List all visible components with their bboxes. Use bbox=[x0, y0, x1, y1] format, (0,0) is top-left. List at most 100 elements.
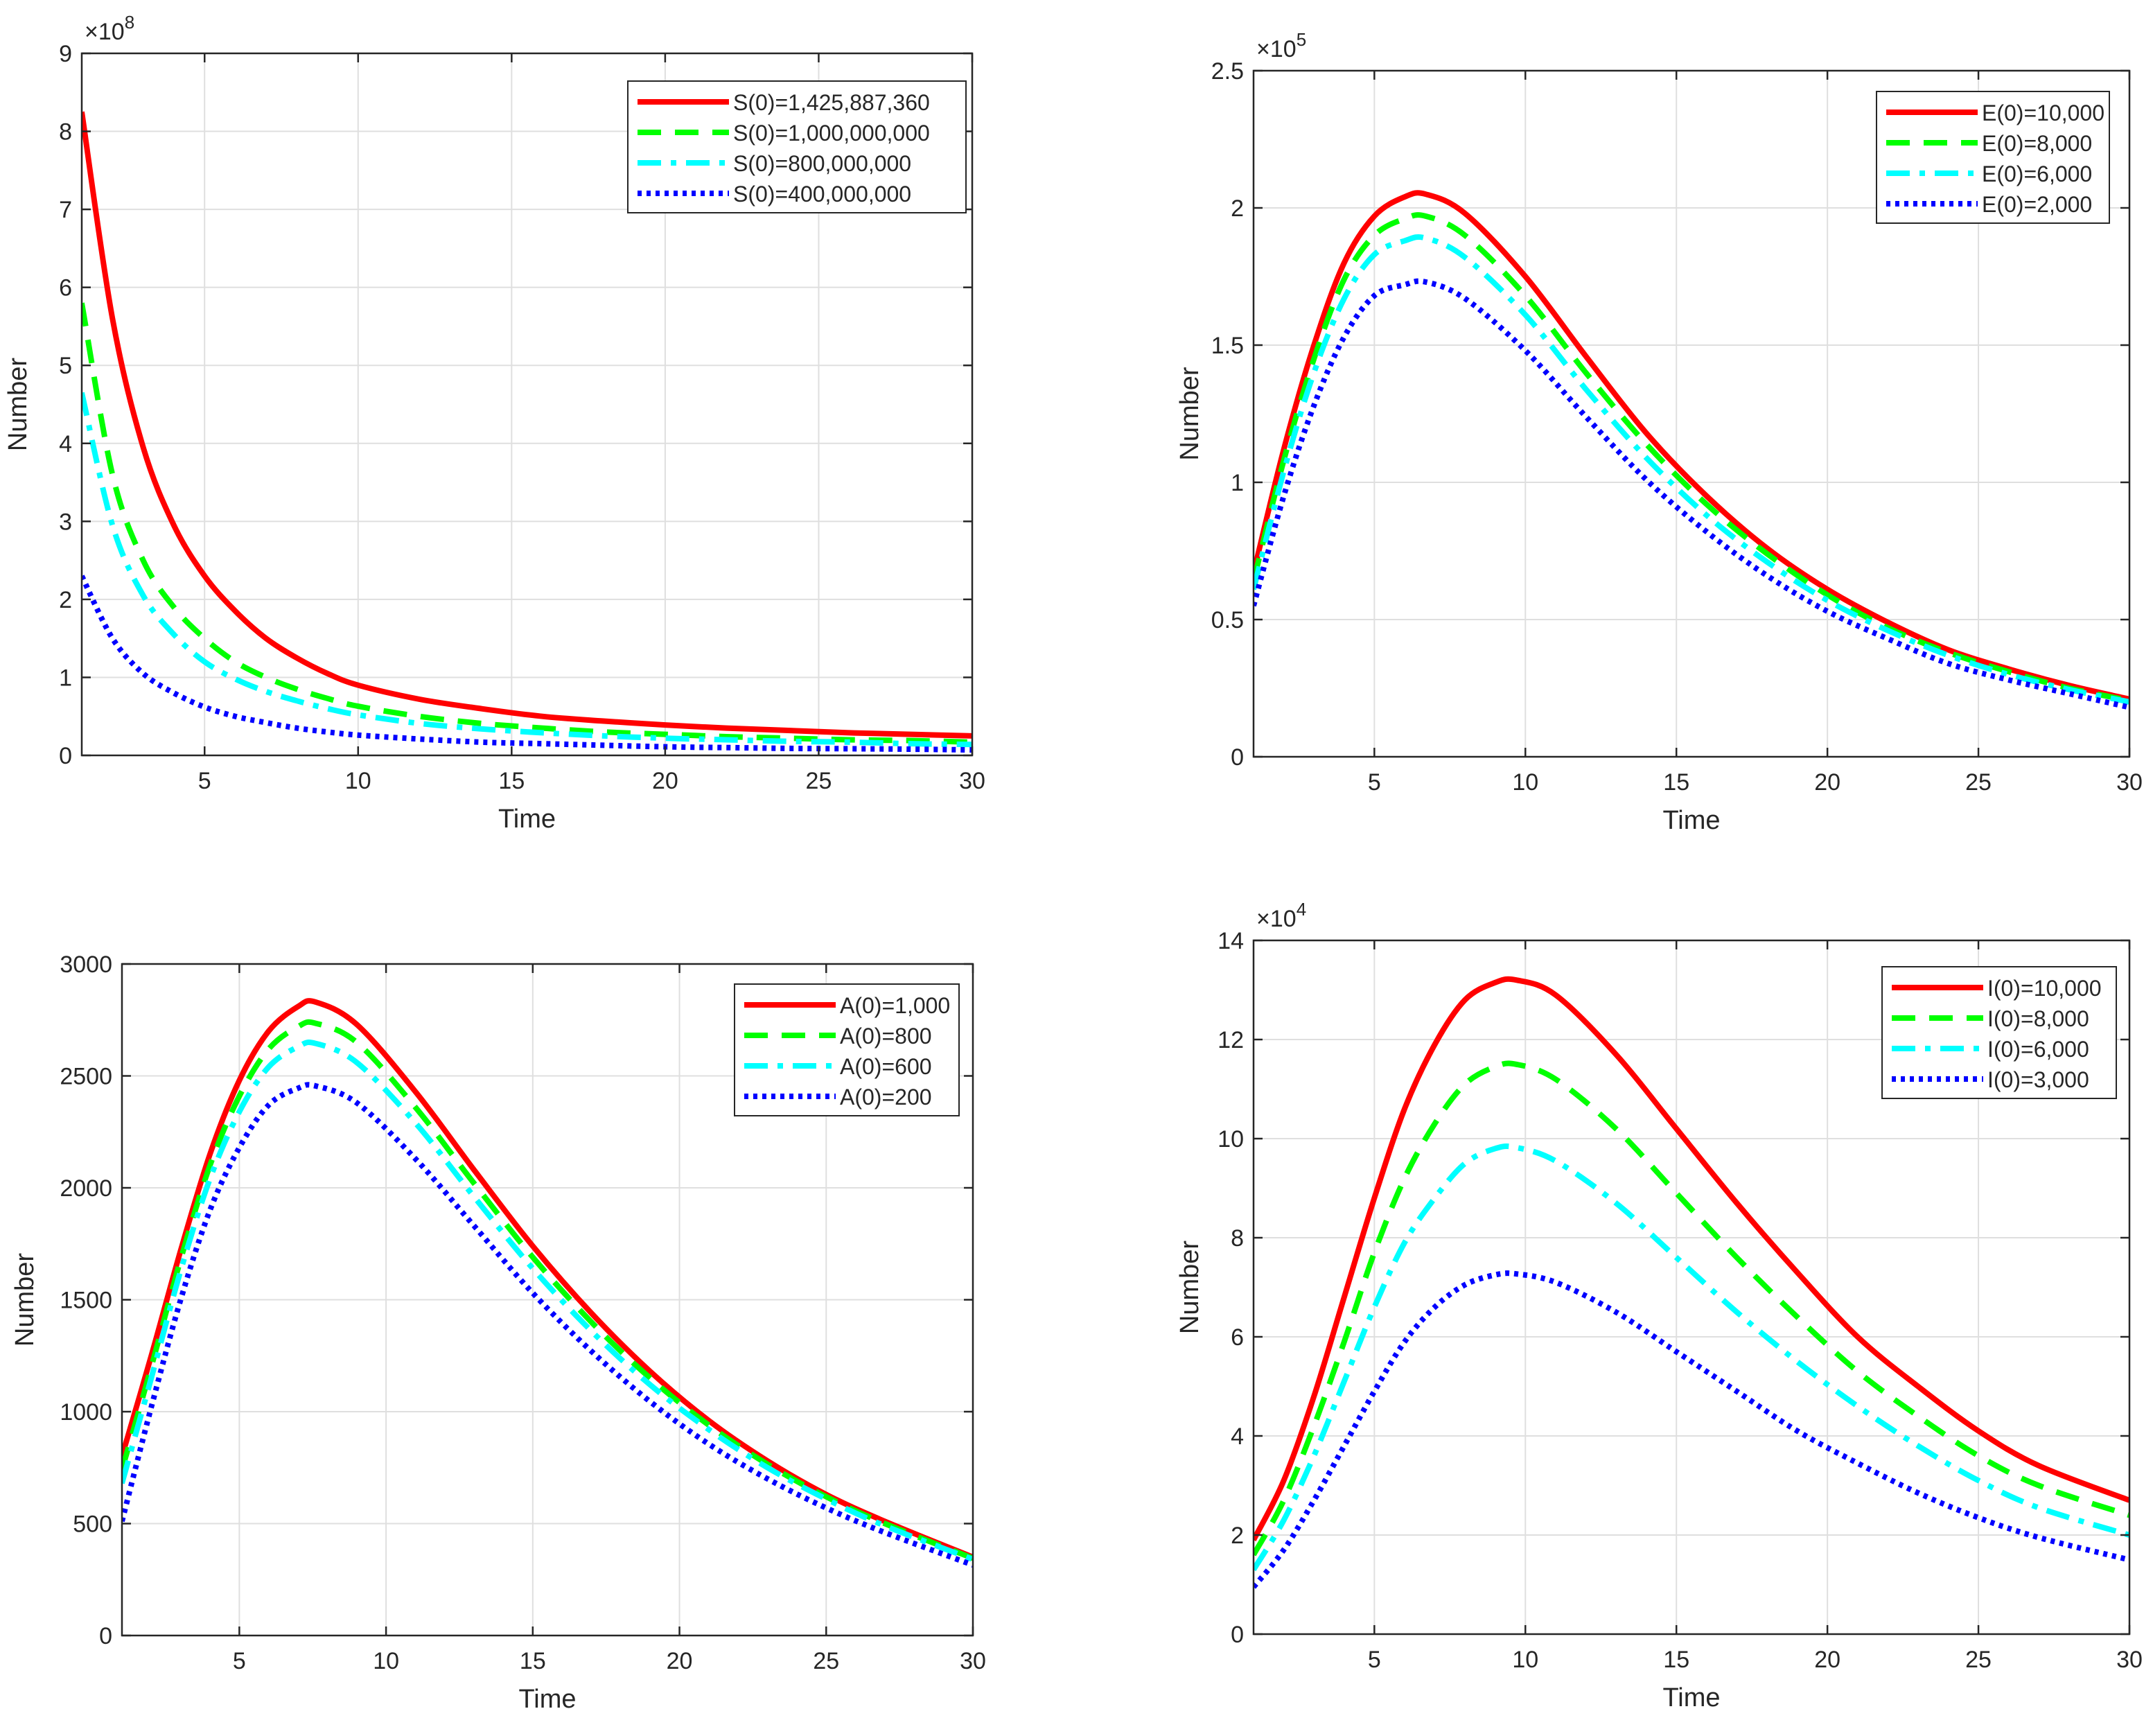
series-line-3 bbox=[1254, 1143, 2129, 1572]
exponent-power: 5 bbox=[1297, 29, 1306, 50]
y-tick-label: 6 bbox=[1231, 1324, 1244, 1351]
x-tick-label: 10 bbox=[1512, 1647, 1538, 1673]
chart-panel-3: 5 10 15 20 25 30 0 500 1000 1500 2000 2500 3000 Time N… bbox=[10, 952, 986, 1714]
legend-label-3: I(0)=6,000 bbox=[1987, 1037, 2089, 1062]
y-tick-label: 0 bbox=[99, 1623, 112, 1649]
series-line-2 bbox=[82, 302, 972, 745]
legend-label-2: A(0)=800 bbox=[840, 1024, 932, 1049]
x-tick-label: 20 bbox=[652, 768, 678, 794]
y-axis-label: Number bbox=[10, 1253, 39, 1347]
y-tick-label: 10 bbox=[1218, 1126, 1244, 1152]
y-tick-label: 4 bbox=[1231, 1423, 1244, 1450]
series-line-1 bbox=[1254, 976, 2129, 1542]
y-tick-label: 2.5 bbox=[1211, 58, 1244, 85]
y-tick-label: 5 bbox=[59, 353, 72, 379]
axes-box bbox=[1252, 939, 2131, 1636]
x-axis-label: Time bbox=[518, 1685, 576, 1714]
legend-label-4: E(0)=2,000 bbox=[1982, 192, 2092, 217]
chart-panel-2: 5 10 15 20 25 3000.511.522.5TimeNumber×105E(0… bbox=[1175, 29, 2143, 835]
x-tick-label: 30 bbox=[2116, 769, 2143, 796]
exponent-power: 4 bbox=[1297, 899, 1306, 920]
y-tick-label: 2 bbox=[1231, 195, 1244, 222]
y-tick-label: 0 bbox=[1231, 744, 1244, 771]
x-tick-label: 25 bbox=[1965, 1647, 1992, 1673]
legend-label-3: S(0)=800,000,000 bbox=[733, 151, 911, 176]
x-tick-label: 25 bbox=[1965, 769, 1992, 796]
y-tick-label: 9 bbox=[59, 41, 72, 67]
axes-box bbox=[1252, 69, 2131, 758]
y-tick-label: 0 bbox=[59, 743, 72, 769]
legend-label-3: A(0)=600 bbox=[840, 1054, 932, 1079]
y-tick-label: 6 bbox=[59, 275, 72, 301]
legend-label-4: I(0)=3,000 bbox=[1987, 1067, 2089, 1092]
y-tick-label: 1500 bbox=[60, 1288, 112, 1314]
y-tick-label: 0 bbox=[1231, 1622, 1244, 1648]
y-tick-label: 500 bbox=[73, 1511, 112, 1538]
legend: S(0)=1,425,887,360 S(0)=1,000,000,000 S(0)… bbox=[627, 80, 967, 213]
x-tick-label: 20 bbox=[1814, 1647, 1840, 1673]
y-tick-label: 1000 bbox=[60, 1399, 112, 1426]
exponent-base: ×10 bbox=[1256, 906, 1297, 932]
legend-label-4: S(0)=400,000,000 bbox=[733, 182, 911, 207]
y-tick-label: 2000 bbox=[60, 1175, 112, 1202]
y-tick-label: 0.5 bbox=[1211, 607, 1244, 633]
y-tick-label: 8 bbox=[1231, 1225, 1244, 1252]
legend: A(0)=1,000 A(0)=800 A(0)=600 A(0)=200 bbox=[734, 983, 960, 1116]
x-axis-label: Time bbox=[1662, 1683, 1720, 1712]
series-line-1 bbox=[122, 998, 973, 1560]
x-tick-label: 30 bbox=[2116, 1647, 2143, 1673]
y-tick-label: 2 bbox=[59, 587, 72, 613]
x-tick-label: 5 bbox=[233, 1648, 246, 1674]
y-tick-label: 8 bbox=[59, 119, 72, 146]
x-tick-label: 10 bbox=[373, 1648, 399, 1674]
series-line-2 bbox=[122, 1019, 973, 1561]
x-tick-label: 5 bbox=[1368, 769, 1381, 796]
x-tick-label: 10 bbox=[1512, 769, 1538, 796]
series-line-2 bbox=[1254, 212, 2129, 703]
legend-label-1: A(0)=1,000 bbox=[840, 993, 950, 1018]
x-tick-label: 25 bbox=[813, 1648, 839, 1674]
y-tick-label: 12 bbox=[1218, 1027, 1244, 1053]
y-tick-label: 7 bbox=[59, 197, 72, 223]
x-tick-label: 30 bbox=[959, 768, 985, 794]
series-line-4 bbox=[1254, 1270, 2129, 1589]
x-axis-label: Time bbox=[1662, 806, 1720, 835]
exponent-base: ×10 bbox=[85, 19, 125, 45]
chart-panel-4: 5 10 15 20 25 3002468101214TimeNumber×104I(0)… bbox=[1175, 899, 2143, 1712]
y-exponent-label: ×104 bbox=[1256, 899, 1306, 932]
y-axis-label: Number bbox=[1175, 1240, 1204, 1334]
y-tick-label: 1 bbox=[1231, 470, 1244, 496]
legend-label-2: S(0)=1,000,000,000 bbox=[733, 121, 930, 146]
x-axis-label: Time bbox=[498, 805, 556, 834]
legend: I(0)=10,000 I(0)=8,000 I(0)=6,000 I(0)=3,00… bbox=[1881, 966, 2117, 1099]
x-tick-label: 15 bbox=[1663, 769, 1689, 796]
x-tick-label: 15 bbox=[520, 1648, 546, 1674]
series-line-3 bbox=[82, 392, 972, 748]
y-tick-label: 1.5 bbox=[1211, 333, 1244, 359]
y-exponent-label: ×105 bbox=[1256, 29, 1306, 62]
x-tick-label: 5 bbox=[198, 768, 211, 794]
y-tick-label: 2 bbox=[1231, 1523, 1244, 1549]
legend-label-3: E(0)=6,000 bbox=[1982, 161, 2092, 186]
x-tick-label: 15 bbox=[498, 768, 525, 794]
y-tick-label: 3000 bbox=[60, 952, 112, 978]
series-line-3 bbox=[122, 1040, 973, 1562]
series-line-4 bbox=[82, 575, 972, 753]
y-tick-label: 2500 bbox=[60, 1064, 112, 1090]
legend-label-1: S(0)=1,425,887,360 bbox=[733, 90, 930, 115]
y-tick-label: 4 bbox=[59, 431, 72, 457]
exponent-base: ×10 bbox=[1256, 36, 1297, 62]
series-line-4 bbox=[1254, 278, 2129, 710]
series-line-3 bbox=[1254, 234, 2129, 705]
legend-label-1: I(0)=10,000 bbox=[1987, 976, 2102, 1001]
legend-label-2: I(0)=8,000 bbox=[1987, 1006, 2089, 1031]
y-tick-label: 14 bbox=[1218, 928, 1244, 954]
y-exponent-label: ×108 bbox=[85, 12, 134, 45]
y-tick-label: 1 bbox=[59, 665, 72, 691]
series-line-4 bbox=[122, 1082, 973, 1568]
series-line-2 bbox=[1254, 1060, 2129, 1557]
axes-box bbox=[80, 52, 974, 757]
chart-panel-1: 5 10 15 20 25 300123456789TimeNumber×108S(0)=… bbox=[3, 12, 985, 834]
exponent-power: 8 bbox=[125, 12, 134, 33]
